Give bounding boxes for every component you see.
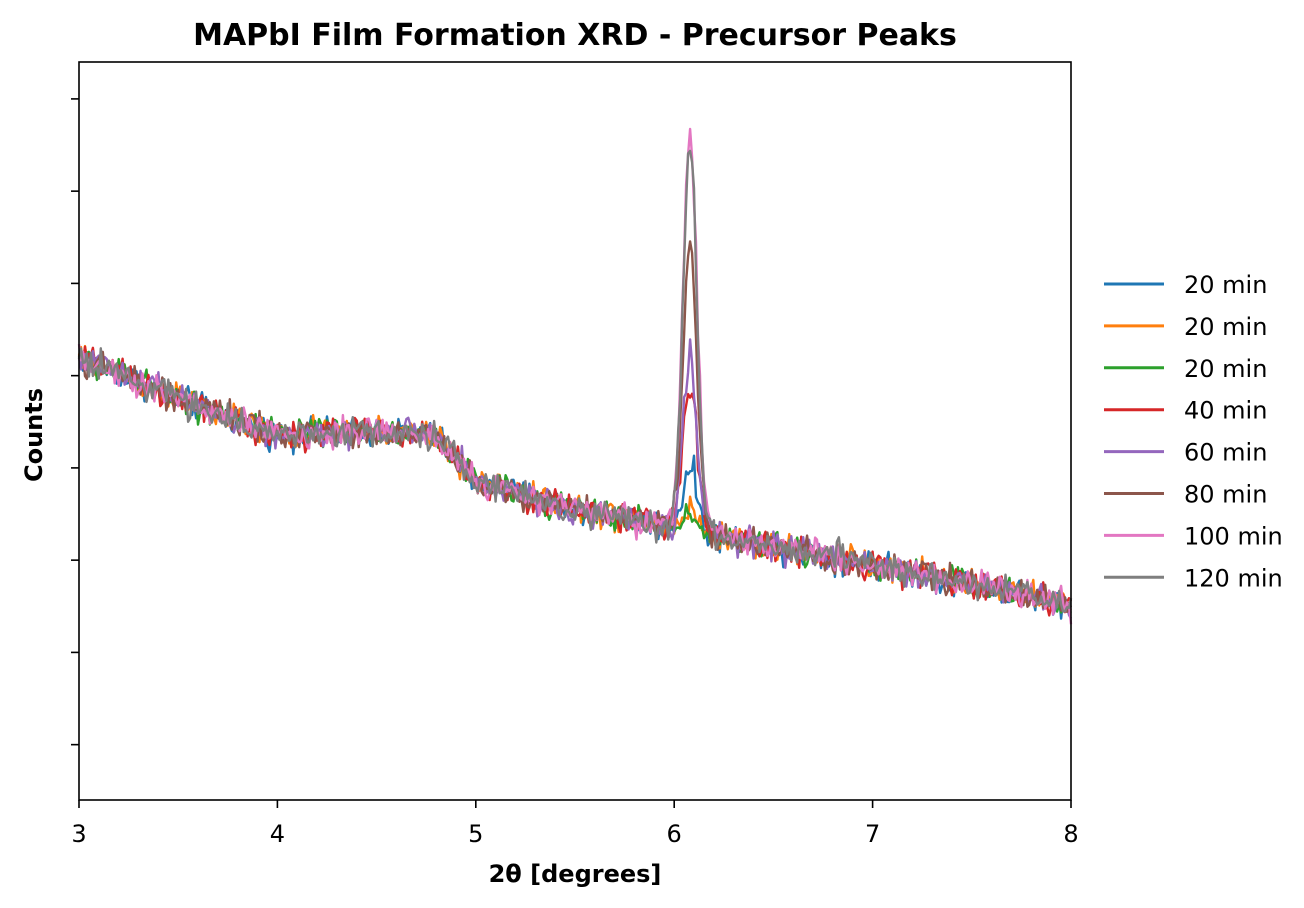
- x-tick-label: 5: [468, 820, 483, 848]
- x-tick-label: 4: [270, 820, 285, 848]
- legend-label: 20 min: [1184, 313, 1267, 341]
- x-axis: 3 4 5 6 7 8: [71, 800, 1079, 848]
- legend-label: 60 min: [1184, 439, 1267, 467]
- legend-label: 120 min: [1184, 564, 1283, 592]
- legend-label: 40 min: [1184, 397, 1267, 425]
- x-axis-title: 2θ [degrees]: [489, 860, 662, 888]
- legend: 20 min 20 min 20 min 40 min 60 min 80 min 100 …: [1104, 271, 1283, 592]
- series-line: [77, 149, 1073, 613]
- y-axis-title: Counts: [20, 388, 48, 482]
- y-axis: [71, 98, 79, 746]
- legend-label: 20 min: [1184, 355, 1267, 383]
- x-tick-label: 3: [71, 820, 86, 848]
- legend-label: 80 min: [1184, 481, 1267, 509]
- x-tick-label: 8: [1063, 820, 1078, 848]
- legend-label: 20 min: [1184, 271, 1267, 299]
- chart-title: MAPbI Film Formation XRD - Precursor Pea…: [193, 18, 957, 53]
- x-tick-label: 7: [865, 820, 880, 848]
- legend-label: 100 min: [1184, 522, 1283, 550]
- x-tick-label: 6: [667, 820, 682, 848]
- series-group: [77, 127, 1073, 625]
- series-line: [77, 127, 1073, 625]
- plot-frame: [78, 61, 1072, 801]
